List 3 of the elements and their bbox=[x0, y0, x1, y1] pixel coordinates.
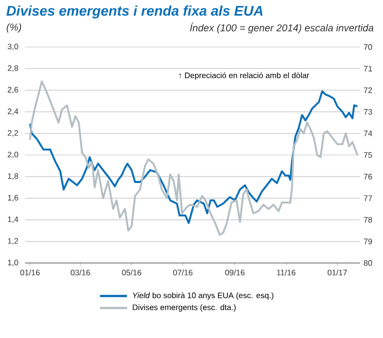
chart-title: Divises emergents i renda fixa als EUA bbox=[6, 5, 263, 18]
y-axis-title: (%) bbox=[6, 23, 22, 33]
y2-axis-title: Índex (100 = gener 2014) escala invertida bbox=[190, 22, 374, 34]
